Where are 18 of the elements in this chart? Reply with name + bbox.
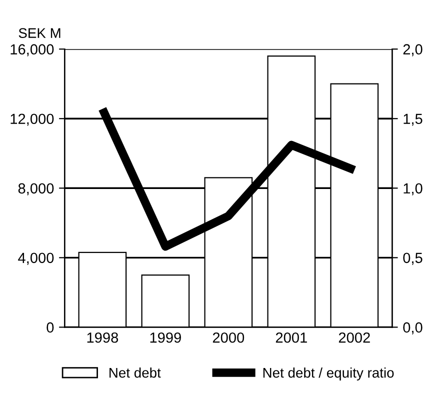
y2-tick-label: 0,0	[403, 322, 422, 334]
y2-tick-label: 0,5	[403, 252, 422, 265]
y2-tick-label: 2,0	[403, 44, 422, 56]
x-tick-label: 1999	[150, 332, 181, 343]
x-tick-label: 2001	[276, 332, 307, 343]
legend-label: Net debt / equity ratio	[263, 368, 394, 380]
y-tick-label: 12,000	[10, 114, 54, 126]
x-tick-label: 1998	[87, 332, 118, 343]
x-tick-label: 2002	[338, 332, 370, 343]
y-tick-label: 16,000	[10, 44, 54, 56]
y-axis-title: SEK M	[18, 28, 60, 38]
x-tick-label: 2000	[212, 332, 244, 343]
y-tick-label: 0	[46, 322, 54, 333]
y2-tick-label: 1,0	[404, 183, 422, 196]
y-tick-label: 8,000	[18, 183, 54, 196]
y2-tick-label: 1,5	[404, 114, 422, 126]
y-tick-label: 4,000	[18, 252, 54, 265]
legend-label: Net debt	[110, 368, 161, 378]
